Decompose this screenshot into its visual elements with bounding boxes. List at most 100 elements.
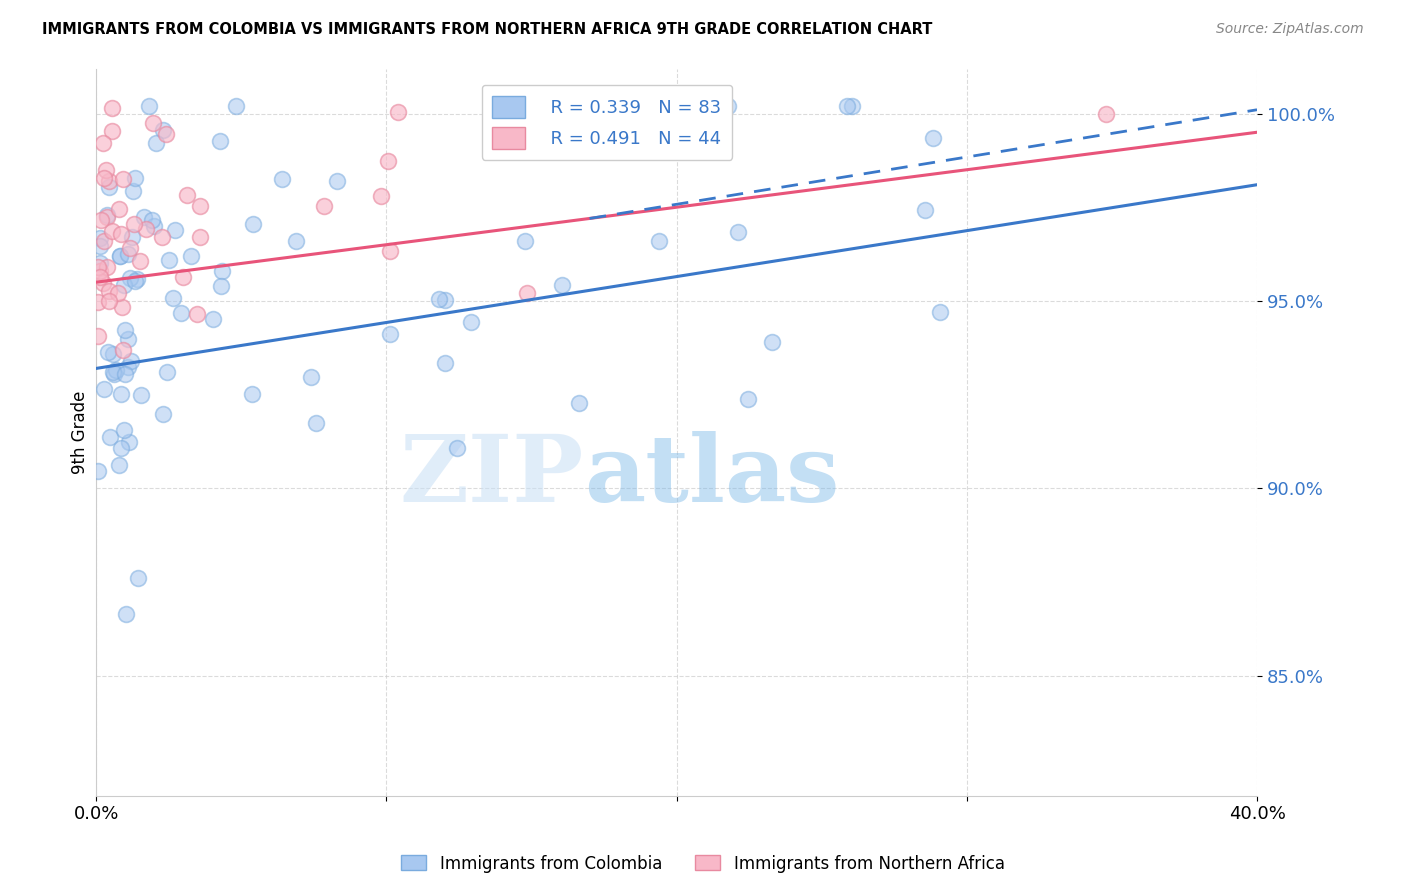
Point (841, 99, 863, 113)
Point (110, 227, 132, 241)
Point (90, 212, 112, 227)
Point (118, 435, 141, 450)
Point (124, 217, 146, 231)
Point (370, 188, 392, 202)
Point (108, 249, 131, 263)
Point (135, 221, 157, 235)
Point (93, 382, 115, 396)
Point (550, 277, 572, 292)
Point (761, 334, 783, 349)
Point (162, 291, 184, 305)
Point (120, 271, 142, 285)
Point (176, 187, 198, 202)
Point (596, 99, 619, 113)
Point (242, 217, 264, 231)
Point (240, 386, 263, 401)
Point (172, 270, 194, 285)
Point (87, 294, 110, 309)
Point (101, 124, 124, 138)
Point (110, 441, 132, 455)
Point (304, 417, 326, 431)
Point (145, 136, 167, 150)
Point (434, 293, 457, 307)
Point (914, 202, 936, 217)
Point (91, 136, 114, 150)
Legend: Immigrants from Colombia, Immigrants from Northern Africa: Immigrants from Colombia, Immigrants fro… (395, 848, 1011, 880)
Point (138, 99, 160, 113)
Point (129, 254, 152, 268)
Point (922, 131, 945, 145)
Point (89, 270, 111, 285)
Point (152, 123, 174, 137)
Point (129, 388, 152, 402)
Point (568, 396, 591, 410)
Point (188, 199, 211, 213)
Legend:   R = 0.339   N = 83,   R = 0.491   N = 44: R = 0.339 N = 83, R = 0.491 N = 44 (482, 85, 733, 160)
Point (737, 392, 759, 406)
Text: atlas: atlas (583, 431, 839, 521)
Text: IMMIGRANTS FROM COLOMBIA VS IMMIGRANTS FROM NORTHERN AFRICA 9TH GRADE CORRELATIO: IMMIGRANTS FROM COLOMBIA VS IMMIGRANTS F… (42, 22, 932, 37)
Point (142, 219, 165, 234)
Point (150, 230, 173, 244)
Point (112, 171, 135, 186)
Point (89, 263, 111, 277)
Point (270, 171, 292, 186)
Point (378, 244, 401, 258)
Point (117, 247, 139, 261)
Point (121, 184, 143, 198)
Point (101, 101, 124, 115)
Point (93, 170, 115, 185)
Point (156, 365, 179, 379)
Point (326, 174, 349, 188)
Point (134, 210, 156, 224)
Point (96, 162, 118, 177)
Point (110, 249, 132, 263)
Point (202, 311, 225, 326)
Point (104, 363, 127, 377)
Point (716, 99, 738, 113)
Point (127, 571, 149, 585)
Point (180, 249, 202, 263)
Point (89, 238, 111, 252)
Point (112, 423, 135, 437)
Point (378, 326, 401, 341)
Point (557, 99, 579, 113)
Point (108, 458, 131, 472)
Point (96, 260, 118, 275)
Point (101, 347, 124, 361)
Point (112, 278, 135, 293)
Point (125, 272, 148, 286)
Point (112, 343, 135, 358)
Point (208, 134, 231, 148)
Point (377, 154, 399, 169)
Point (155, 127, 177, 141)
Point (446, 441, 468, 455)
Point (98, 430, 121, 444)
Point (929, 305, 952, 319)
Text: Source: ZipAtlas.com: Source: ZipAtlas.com (1216, 22, 1364, 37)
Point (427, 292, 450, 306)
Point (101, 365, 124, 379)
Point (515, 234, 537, 248)
Point (211, 279, 233, 293)
Point (117, 332, 139, 346)
Point (186, 307, 208, 321)
Point (121, 230, 143, 244)
Point (89, 231, 111, 245)
Point (124, 170, 146, 185)
Point (97, 293, 120, 308)
Point (460, 315, 482, 329)
Y-axis label: 9th Grade: 9th Grade (72, 391, 89, 474)
Point (538, 99, 561, 113)
Point (103, 367, 125, 381)
Point (165, 223, 187, 237)
Point (114, 323, 136, 337)
Point (97, 174, 120, 188)
Point (157, 252, 180, 267)
Point (387, 104, 409, 119)
Point (648, 234, 671, 248)
Point (117, 359, 139, 374)
Point (170, 306, 193, 320)
Point (86, 464, 108, 478)
Point (89, 256, 111, 270)
